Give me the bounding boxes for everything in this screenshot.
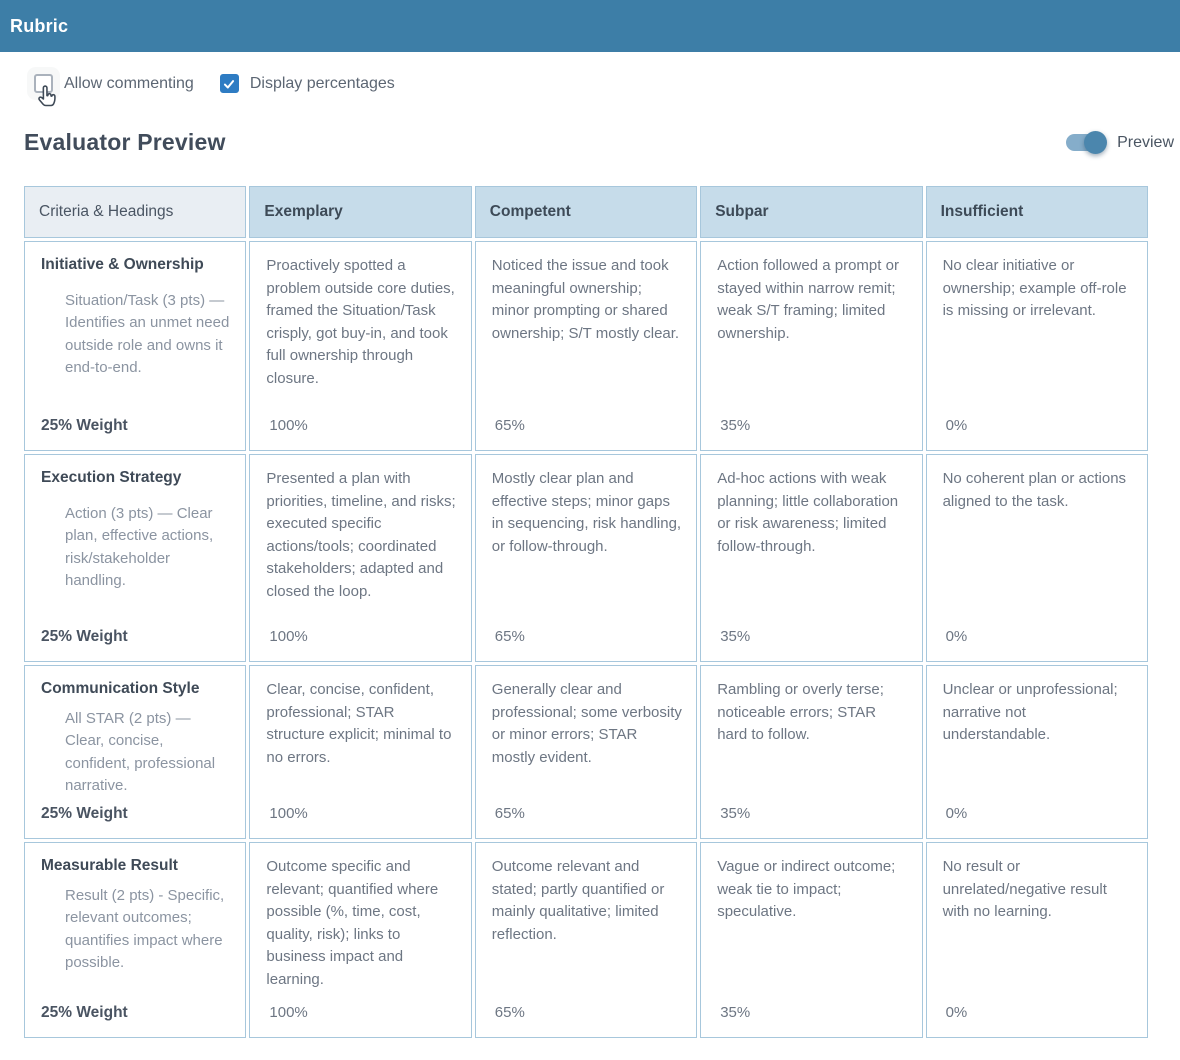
grade-cell[interactable]: Rambling or overly terse; noticeable err… <box>700 665 923 839</box>
grade-cell[interactable]: Generally clear and professional; some v… <box>474 665 698 839</box>
preview-toggle-group: Preview <box>1066 131 1174 154</box>
grade-percentage: 100% <box>269 1003 308 1021</box>
grade-cell[interactable]: Presented a plan with priorities, timeli… <box>249 454 472 662</box>
grade-description: Vague or indirect outcome; weak tie to i… <box>717 858 896 920</box>
grade-percentage: 65% <box>494 627 525 645</box>
toggle-knob-icon <box>1084 131 1108 154</box>
display-percentages-checkbox[interactable]: Display percentages <box>219 74 395 93</box>
grade-percentage: 65% <box>494 1003 525 1021</box>
grade-cell[interactable]: Mostly clear plan and effective steps; m… <box>474 454 698 662</box>
criterion-title: Execution Strategy <box>41 469 182 486</box>
page-title: Rubric <box>10 15 69 36</box>
criteria-cell: Measurable Result Result (2 pts) - Speci… <box>24 842 247 1038</box>
criterion-title: Measurable Result <box>41 857 178 874</box>
grade-percentage: 35% <box>720 627 751 645</box>
grade-cell[interactable]: Noticed the issue and took meaningful ow… <box>474 241 698 451</box>
grade-description: Noticed the issue and took meaningful ow… <box>491 257 680 342</box>
grade-percentage: 65% <box>494 416 525 434</box>
checkbox-unchecked-icon <box>34 74 53 93</box>
grade-cell[interactable]: Clear, concise, confident, professional;… <box>249 665 472 839</box>
grade-cell[interactable]: No result or unrelated/negative result w… <box>925 842 1148 1038</box>
app-header: Rubric <box>0 0 1180 52</box>
grade-description: No coherent plan or actions aligned to t… <box>942 470 1127 510</box>
display-percentages-label: Display percentages <box>249 74 395 92</box>
grade-percentage: 100% <box>269 416 308 434</box>
grade-description: Outcome relevant and stated; partly quan… <box>491 858 665 943</box>
grade-cell[interactable]: Vague or indirect outcome; weak tie to i… <box>700 842 923 1038</box>
grade-description: Action followed a prompt or stayed withi… <box>717 257 899 342</box>
grade-description: Rambling or overly terse; noticeable err… <box>717 681 884 743</box>
grade-percentage: 100% <box>269 627 308 645</box>
grade-percentage: 0% <box>945 627 968 645</box>
grade-cell[interactable]: No coherent plan or actions aligned to t… <box>925 454 1148 662</box>
criterion-description: Result (2 pts) - Specific, relevant outc… <box>65 886 225 972</box>
rubric-options: Allow commenting Display percentages <box>0 52 1180 107</box>
grade-description: Proactively spotted a problem outside co… <box>266 257 455 387</box>
criterion-weight: 25% Weight <box>41 416 128 434</box>
grade-percentage: 0% <box>945 804 968 822</box>
criterion-weight: 25% Weight <box>41 1003 128 1021</box>
grade-cell[interactable]: Outcome specific and relevant; quantifie… <box>249 842 472 1038</box>
grade-description: Outcome specific and relevant; quantifie… <box>266 858 439 988</box>
column-header-competent: Competent <box>474 186 698 238</box>
preview-toggle[interactable] <box>1066 131 1108 154</box>
grade-percentage: 65% <box>494 804 525 822</box>
criterion-weight: 25% Weight <box>41 804 128 822</box>
column-header-subpar: Subpar <box>700 186 923 238</box>
evaluator-preview-heading: Evaluator Preview <box>24 129 226 155</box>
checkbox-checked-icon <box>219 74 239 93</box>
criterion-description: All STAR (2 pts) — Clear, concise, confi… <box>65 709 216 795</box>
criterion-description: Action (3 pts) — Clear plan, effective a… <box>65 504 214 590</box>
grade-description: Presented a plan with priorities, timeli… <box>266 470 456 600</box>
preview-toggle-label: Preview <box>1117 133 1174 151</box>
preview-header: Evaluator Preview Preview <box>24 129 1174 156</box>
grade-percentage: 0% <box>945 416 968 434</box>
criterion-title: Communication Style <box>41 680 200 697</box>
criterion-weight: 25% Weight <box>41 627 128 645</box>
criterion-description: Situation/Task (3 pts) — Identifies an u… <box>65 291 230 377</box>
grade-description: No clear initiative or ownership; exampl… <box>942 257 1127 319</box>
grade-cell[interactable]: Outcome relevant and stated; partly quan… <box>474 842 698 1038</box>
criterion-title: Initiative & Ownership <box>41 256 204 273</box>
grade-percentage: 35% <box>720 416 751 434</box>
grade-description: Mostly clear plan and effective steps; m… <box>491 470 682 555</box>
grade-percentage: 0% <box>945 1003 968 1021</box>
column-header-exemplary: Exemplary <box>249 186 472 238</box>
grade-cell[interactable]: Unclear or unprofessional; narrative not… <box>925 665 1148 839</box>
grade-description: Ad-hoc actions with weak planning; littl… <box>717 470 899 555</box>
grade-cell[interactable]: No clear initiative or ownership; exampl… <box>925 241 1148 451</box>
grade-percentage: 100% <box>269 804 308 822</box>
allow-commenting-checkbox[interactable]: Allow commenting <box>34 74 194 93</box>
criteria-cell: Execution Strategy Action (3 pts) — Clea… <box>24 454 247 662</box>
grade-description: No result or unrelated/negative result w… <box>942 858 1107 920</box>
grade-cell[interactable]: Action followed a prompt or stayed withi… <box>700 241 923 451</box>
criteria-cell: Initiative & Ownership Situation/Task (3… <box>24 241 247 451</box>
grade-description: Generally clear and professional; some v… <box>491 681 682 766</box>
grade-description: Unclear or unprofessional; narrative not… <box>942 681 1118 743</box>
rubric-table: Criteria & Headings Exemplary Competent … <box>24 186 1148 1038</box>
grade-percentage: 35% <box>720 804 751 822</box>
grade-percentage: 35% <box>720 1003 751 1021</box>
grade-description: Clear, concise, confident, professional;… <box>266 681 452 766</box>
grade-cell[interactable]: Proactively spotted a problem outside co… <box>249 241 472 451</box>
grade-cell[interactable]: Ad-hoc actions with weak planning; littl… <box>700 454 923 662</box>
criteria-cell: Communication Style All STAR (2 pts) — C… <box>24 665 247 839</box>
column-header-insufficient: Insufficient <box>925 186 1148 238</box>
column-header-criteria: Criteria & Headings <box>24 186 247 238</box>
allow-commenting-label: Allow commenting <box>64 74 194 92</box>
